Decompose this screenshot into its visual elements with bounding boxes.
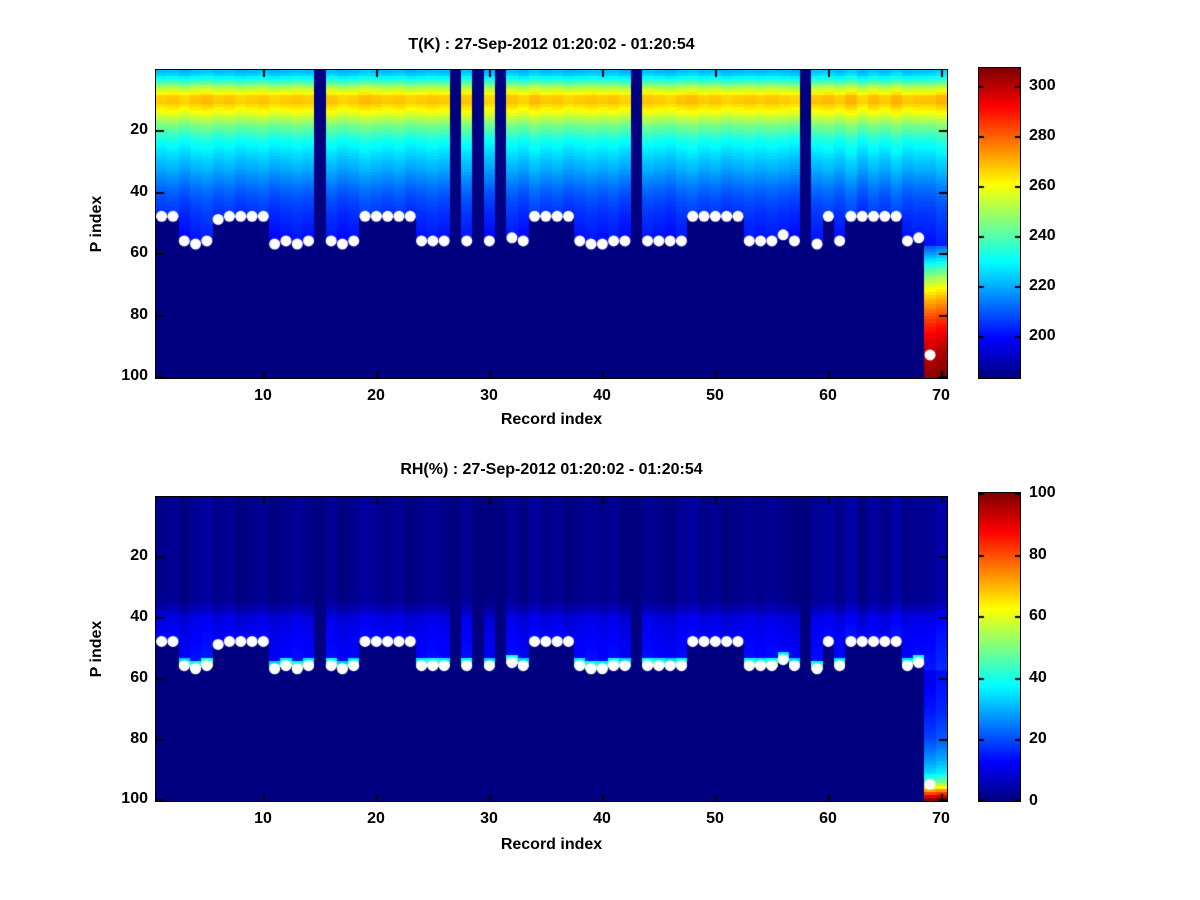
y-tick-label: 20: [130, 547, 148, 564]
x-tick-label: 60: [819, 810, 837, 827]
colorbar-tick-label: 260: [1029, 177, 1056, 194]
y-tick-label: 60: [130, 669, 148, 686]
x-tick-label: 40: [593, 387, 611, 404]
colorbar-tick-label: 80: [1029, 546, 1047, 563]
x-tick-label: 20: [367, 810, 385, 827]
humidity-colorbar: [978, 492, 1021, 802]
x-tick-label: 70: [932, 810, 950, 827]
temperature-colorbar: [978, 67, 1021, 379]
x-tick-label: 10: [254, 810, 272, 827]
colorbar-tick-label: 280: [1029, 127, 1056, 144]
temperature-plot-title: T(K) : 27-Sep-2012 01:20:02 - 01:20:54: [408, 36, 695, 53]
y-tick-label: 20: [130, 121, 148, 138]
x-tick-label: 50: [706, 387, 724, 404]
colorbar-tick-label: 200: [1029, 327, 1056, 344]
temperature-heatmap: [155, 69, 948, 379]
colorbar-tick-label: 0: [1029, 792, 1038, 809]
colorbar-tick-label: 240: [1029, 227, 1056, 244]
x-tick-label: 30: [480, 387, 498, 404]
x-tick-label: 40: [593, 810, 611, 827]
colorbar-tick-label: 40: [1029, 669, 1047, 686]
colorbar-tick-label: 300: [1029, 77, 1056, 94]
colorbar-tick-label: 20: [1029, 730, 1047, 747]
y-tick-label: 40: [130, 608, 148, 625]
y-tick-label: 100: [121, 367, 148, 384]
y-tick-label: 80: [130, 306, 148, 323]
y-tick-label: 100: [121, 790, 148, 807]
y-tick-label: 60: [130, 244, 148, 261]
humidity-x-axis-label: Record index: [500, 836, 603, 853]
y-tick-label: 80: [130, 730, 148, 747]
x-tick-label: 50: [706, 810, 724, 827]
x-tick-label: 20: [367, 387, 385, 404]
humidity-plot-title: RH(%) : 27-Sep-2012 01:20:02 - 01:20:54: [400, 461, 703, 478]
x-tick-label: 60: [819, 387, 837, 404]
colorbar-tick-label: 60: [1029, 607, 1047, 624]
x-tick-label: 30: [480, 810, 498, 827]
y-tick-label: 40: [130, 183, 148, 200]
x-tick-label: 10: [254, 387, 272, 404]
colorbar-tick-label: 220: [1029, 277, 1056, 294]
colorbar-tick-label: 100: [1029, 484, 1056, 501]
x-tick-label: 70: [932, 387, 950, 404]
temperature-x-axis-label: Record index: [500, 411, 603, 428]
humidity-heatmap: [155, 496, 948, 802]
